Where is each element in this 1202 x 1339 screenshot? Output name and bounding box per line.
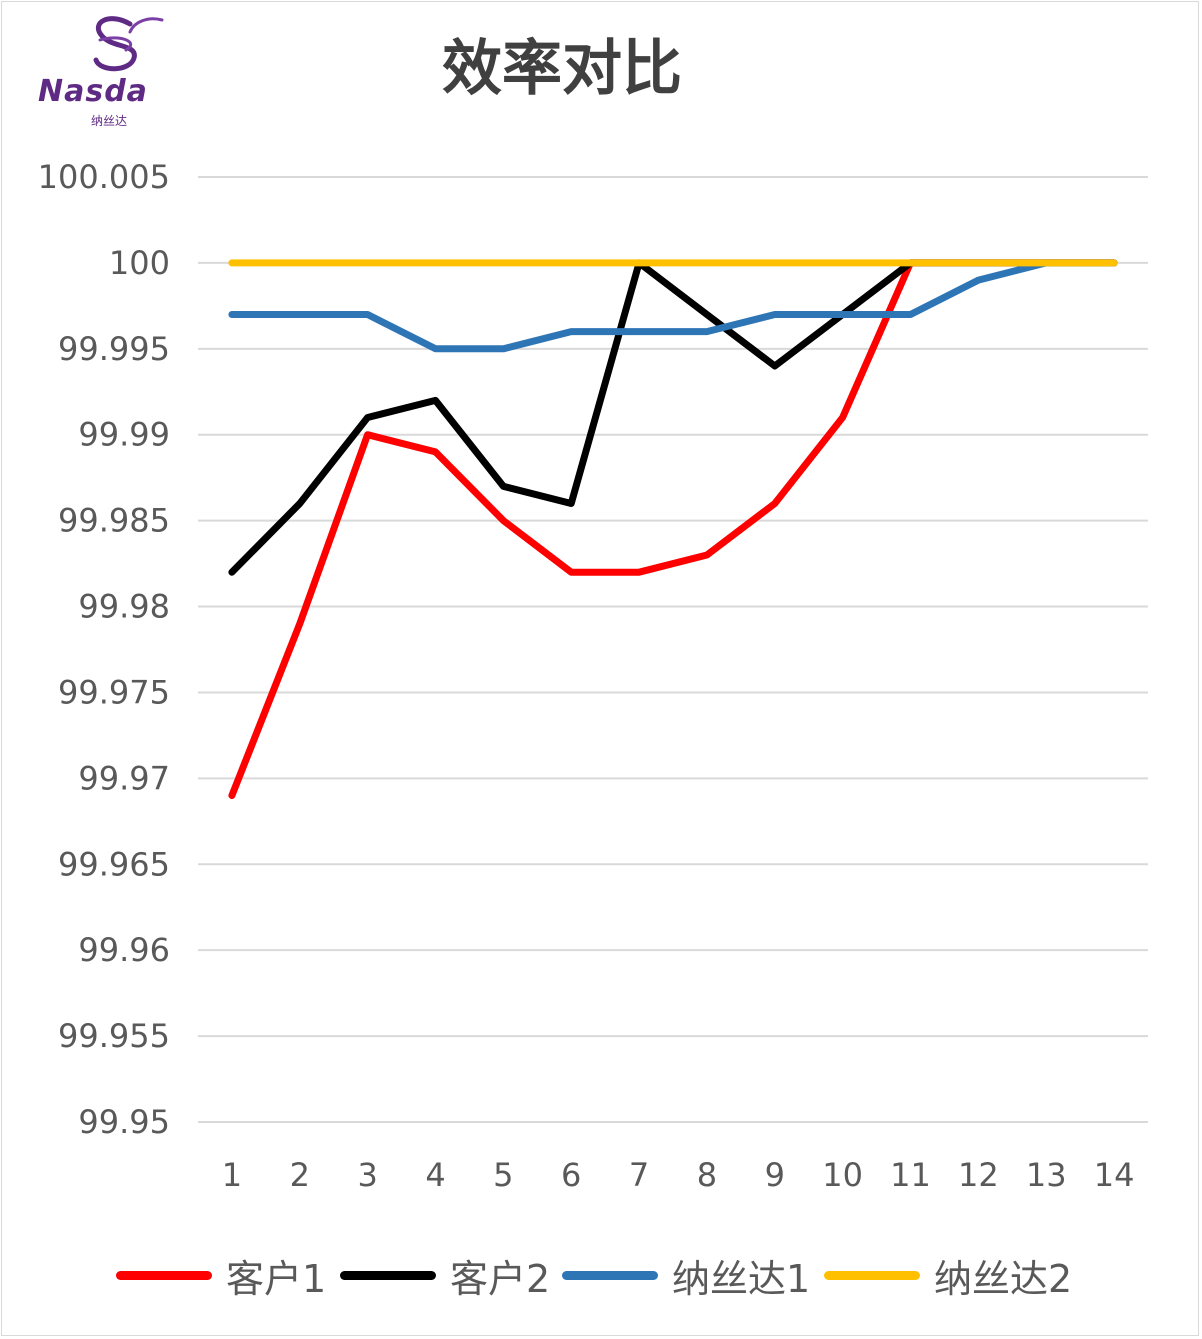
y-tick-label: 99.985	[58, 502, 170, 540]
logo-wordmark: Nasda	[38, 74, 148, 109]
chart-legend: 客户1 客户2 纳丝达1 纳丝达2	[0, 1245, 1202, 1305]
y-tick-label: 99.995	[58, 330, 170, 368]
swirl-ribbon-icon	[93, 16, 164, 72]
y-tick-label: 99.99	[78, 416, 170, 454]
legend-label: 客户1	[226, 1256, 327, 1301]
x-tick-label: 5	[493, 1156, 513, 1194]
legend-item-3: 纳丝达1	[562, 1245, 810, 1305]
logo-subtitle: 纳丝达	[90, 114, 127, 128]
y-tick-label: 100.005	[38, 158, 170, 196]
legend-swatch	[116, 1270, 212, 1280]
legend-label: 纳丝达1	[672, 1256, 811, 1301]
x-tick-label: 11	[890, 1156, 931, 1194]
x-tick-label: 13	[1026, 1156, 1067, 1194]
x-tick-label: 1	[222, 1156, 242, 1194]
brand-logo: Nasda 纳丝达	[30, 14, 200, 128]
x-tick-label: 6	[561, 1156, 581, 1194]
x-tick-label: 8	[697, 1156, 717, 1194]
x-tick-label: 4	[425, 1156, 445, 1194]
chart-title: 效率对比	[442, 34, 682, 104]
series-line-1	[228, 259, 1118, 799]
y-axis-ticks: 100.005 100 99.995 99.99 99.985 99.98 99.975 99…	[38, 158, 170, 1141]
legend-swatch	[824, 1270, 920, 1280]
series-lines	[228, 259, 1118, 799]
y-tick-label: 99.96	[78, 931, 170, 969]
x-tick-label: 9	[765, 1156, 785, 1194]
legend-item-4: 纳丝达2	[824, 1245, 1072, 1305]
legend-label: 纳丝达2	[934, 1256, 1073, 1301]
series-line-2	[228, 259, 1118, 576]
x-tick-label: 7	[629, 1156, 649, 1194]
x-tick-label: 14	[1094, 1156, 1135, 1194]
x-tick-label: 2	[290, 1156, 310, 1194]
legend-item-2: 客户2	[340, 1245, 550, 1305]
series-line-3	[228, 259, 1118, 353]
y-tick-label: 99.965	[58, 845, 170, 883]
x-tick-label: 10	[822, 1156, 863, 1194]
x-tick-label: 3	[357, 1156, 377, 1194]
y-tick-label: 99.95	[78, 1103, 170, 1141]
y-tick-label: 99.955	[58, 1017, 170, 1055]
y-tick-label: 99.97	[78, 759, 170, 797]
y-tick-label: 100	[109, 244, 170, 282]
legend-swatch	[340, 1270, 436, 1280]
x-axis-ticks: 1 2 3 4 5 6 7 8 9 10 11 12 13 14	[222, 1156, 1135, 1194]
y-tick-label: 99.975	[58, 673, 170, 711]
line-chart: 100.00510099.99599.9999.98599.9899.97599…	[38, 158, 1148, 1194]
gridlines	[198, 176, 1148, 1123]
x-tick-label: 12	[958, 1156, 999, 1194]
legend-label: 客户2	[450, 1256, 551, 1301]
legend-item-1: 客户1	[116, 1245, 326, 1305]
legend-swatch	[562, 1270, 658, 1280]
y-tick-label: 99.98	[78, 588, 170, 626]
